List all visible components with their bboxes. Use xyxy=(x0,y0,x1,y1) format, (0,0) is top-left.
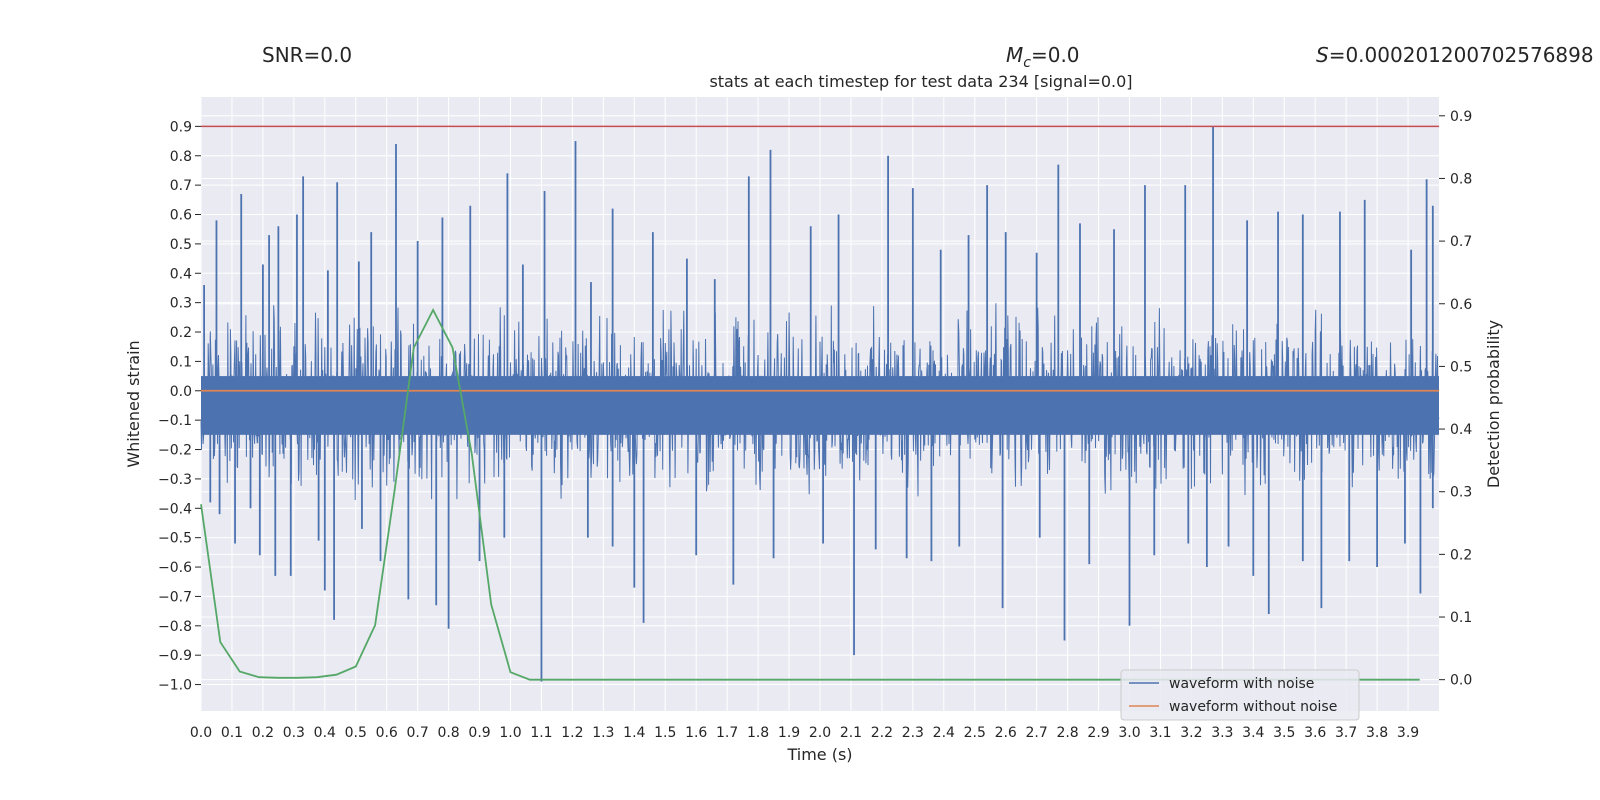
y2-tick-label: 0.3 xyxy=(1450,485,1472,501)
s-label: S=0.000201200702576898 xyxy=(1316,43,1594,67)
legend: waveform with noise waveform without noi… xyxy=(1120,669,1360,721)
x-tick-label: 1.3 xyxy=(592,725,614,741)
x-tick-label: 2.1 xyxy=(840,725,862,741)
y2-tick-label: 0.6 xyxy=(1450,297,1472,313)
x-axis-label: Time (s) xyxy=(786,745,852,764)
x-tick-label: 1.5 xyxy=(654,725,676,741)
y-tick-label: −0.7 xyxy=(158,589,192,605)
x-axis-ticks: 0.0 0.1 0.2 0.3 0.4 0.5 0.6 0.7 0.8 0.9 1.0 1.1 1.2 1… xyxy=(190,725,1419,741)
y-tick-label: −0.5 xyxy=(158,531,192,547)
x-tick-label: 3.6 xyxy=(1304,725,1326,741)
y-tick-label: −0.8 xyxy=(158,619,192,635)
y-tick-label: 0.4 xyxy=(170,266,192,282)
x-tick-label: 3.4 xyxy=(1242,725,1264,741)
y2-tick-label: 0.1 xyxy=(1450,610,1472,626)
x-tick-label: 0.7 xyxy=(407,725,429,741)
x-tick-label: 3.9 xyxy=(1397,725,1419,741)
y-axis-ticks: 0.9 0.8 0.7 0.6 0.5 0.4 0.3 0.2 0.1 0.0 −0.1 −0.2 −0… xyxy=(158,119,201,694)
x-tick-label: 2.8 xyxy=(1056,725,1078,741)
x-tick-label: 2.5 xyxy=(964,725,986,741)
x-tick-label: 2.7 xyxy=(1026,725,1048,741)
x-tick-label: 3.8 xyxy=(1366,725,1388,741)
y-tick-label: 0.1 xyxy=(170,354,192,370)
y2-tick-label: 0.9 xyxy=(1450,109,1472,125)
x-tick-label: 0.3 xyxy=(283,725,305,741)
x-tick-label: 3.7 xyxy=(1335,725,1357,741)
x-tick-label: 0.8 xyxy=(437,725,459,741)
y-tick-label: −0.3 xyxy=(158,472,192,488)
legend-box xyxy=(1120,669,1360,721)
x-tick-label: 3.3 xyxy=(1211,725,1233,741)
detection-probability-line xyxy=(200,308,1420,681)
data-layer xyxy=(200,125,1440,682)
x-tick-label: 1.9 xyxy=(778,725,800,741)
x-tick-label: 3.2 xyxy=(1180,725,1202,741)
x-tick-label: 1.0 xyxy=(499,725,521,741)
y2-tick-label: 0.0 xyxy=(1450,673,1472,689)
y2-tick-label: 0.4 xyxy=(1450,422,1472,438)
x-tick-label: 3.0 xyxy=(1118,725,1140,741)
x-tick-label: 0.0 xyxy=(190,725,212,741)
y-tick-label: −0.4 xyxy=(158,501,192,517)
x-tick-label: 3.1 xyxy=(1149,725,1171,741)
noise-dense-band xyxy=(201,376,1439,435)
x-tick-label: 2.9 xyxy=(1087,725,1109,741)
y-tick-label: −0.9 xyxy=(158,648,192,664)
x-tick-label: 1.8 xyxy=(747,725,769,741)
y-tick-label: 0.3 xyxy=(170,296,192,312)
y-tick-label: 0.7 xyxy=(170,178,192,194)
x-tick-label: 0.6 xyxy=(376,725,398,741)
y2-axis-ticks: 0.9 0.8 0.7 0.6 0.5 0.4 0.3 0.2 0.1 0.0 xyxy=(1439,109,1472,689)
y-tick-label: 0.2 xyxy=(170,325,192,341)
x-tick-label: 0.2 xyxy=(252,725,274,741)
chart-title: stats at each timestep for test data 234… xyxy=(709,72,1132,91)
x-tick-label: 1.4 xyxy=(623,725,645,741)
y-tick-label: 0.0 xyxy=(170,384,192,400)
s-symbol: S xyxy=(1316,43,1329,67)
mc-symbol: M xyxy=(1006,43,1023,67)
y-tick-label: 0.8 xyxy=(170,149,192,165)
x-tick-label: 2.6 xyxy=(995,725,1017,741)
y2-tick-label: 0.5 xyxy=(1450,359,1472,375)
y-axis-label: Whitened strain xyxy=(124,340,143,467)
y-tick-label: −0.6 xyxy=(158,560,192,576)
x-tick-label: 2.4 xyxy=(933,725,955,741)
y2-tick-label: 0.2 xyxy=(1450,547,1472,563)
legend-label-clean: waveform without noise xyxy=(1169,699,1337,715)
x-tick-label: 0.4 xyxy=(314,725,336,741)
y2-axis-label: Detection probability xyxy=(1484,320,1503,488)
x-tick-label: 1.2 xyxy=(561,725,583,741)
mc-label: Mc=0.0 xyxy=(1006,43,1080,71)
x-tick-label: 1.6 xyxy=(685,725,707,741)
y-tick-label: 0.9 xyxy=(170,119,192,135)
y-tick-label: −0.2 xyxy=(158,443,192,459)
x-tick-label: 3.5 xyxy=(1273,725,1295,741)
x-tick-label: 2.2 xyxy=(871,725,893,741)
snr-label: SNR=0.0 xyxy=(262,43,352,67)
legend-label-noise: waveform with noise xyxy=(1169,676,1314,692)
x-tick-label: 1.7 xyxy=(716,725,738,741)
x-tick-label: 1.1 xyxy=(530,725,552,741)
y2-tick-label: 0.7 xyxy=(1450,234,1472,250)
y2-tick-label: 0.8 xyxy=(1450,171,1472,187)
y-tick-label: 0.5 xyxy=(170,237,192,253)
x-tick-label: 0.1 xyxy=(221,725,243,741)
s-value: =0.000201200702576898 xyxy=(1329,43,1594,67)
x-tick-label: 0.5 xyxy=(345,725,367,741)
x-tick-label: 2.3 xyxy=(902,725,924,741)
y-tick-label: −1.0 xyxy=(158,678,192,694)
mc-subscript: c xyxy=(1023,55,1031,71)
y-tick-label: −0.1 xyxy=(158,413,192,429)
y-tick-label: 0.6 xyxy=(170,208,192,224)
x-tick-label: 2.0 xyxy=(809,725,831,741)
x-tick-label: 0.9 xyxy=(468,725,490,741)
mc-value: =0.0 xyxy=(1031,43,1080,67)
